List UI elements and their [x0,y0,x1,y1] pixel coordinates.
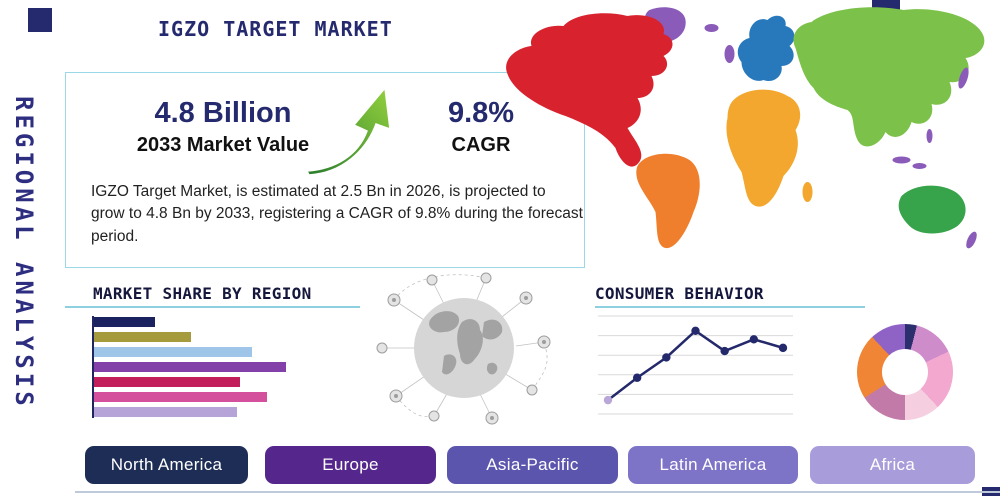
world-map [506,7,985,249]
donut-chart [857,324,953,420]
growth-arrow-icon [305,86,391,175]
map-region-north-america [506,13,673,167]
bar-6 [94,407,238,417]
region-button[interactable]: Latin America [628,446,798,484]
bar-chart [92,316,337,418]
donut-hole [882,349,928,395]
bar-3 [94,362,286,372]
map-region-australia [898,185,966,234]
map-region-madagascar [802,182,813,202]
bar-4 [94,377,240,387]
region-button[interactable]: Europe [265,446,436,484]
bar-5 [94,392,267,402]
market-value-block: 4.8 Billion 2033 Market Value [78,97,368,157]
page-title: IGZO TARGET MARKET [158,17,393,41]
line-chart [598,315,793,415]
corner-accent-top-left [28,8,52,32]
map-region-asia [793,7,985,147]
globe-network-graphic [376,272,551,425]
map-region-islands [704,24,977,249]
bar-0 [94,317,155,327]
bar-chart-title: MARKET SHARE BY REGION [93,284,312,303]
bar-2 [94,347,252,357]
map-region-south-america [636,153,700,249]
map-region-africa [726,89,801,207]
cagr-block: 9.8% CAGR [396,97,566,157]
line-title-underline [595,306,865,308]
line-chart-title: CONSUMER BEHAVIOR [595,284,764,303]
cagr-label: CAGR [451,134,511,156]
vertical-section-label: REGIONAL ANALYSIS [10,96,38,410]
region-button[interactable]: Africa [810,446,975,484]
market-value-label: 2033 Market Value [136,134,310,156]
region-button[interactable]: North America [85,446,248,484]
region-button[interactable]: Asia-Pacific [447,446,618,484]
market-description: IGZO Target Market, is estimated at 2.5 … [91,183,583,245]
bar-title-underline [65,306,360,308]
map-region-europe [737,15,795,82]
market-value: 4.8 Billion [154,97,292,129]
region-button-row: North America Europe Asia-Pacific Latin … [0,446,1000,484]
stats-panel: 4.8 Billion 2033 Market Value 9.8% CAGR … [65,72,585,268]
bottom-divider [75,491,1000,493]
cagr-value: 9.8% [447,97,515,129]
bar-1 [94,332,192,342]
